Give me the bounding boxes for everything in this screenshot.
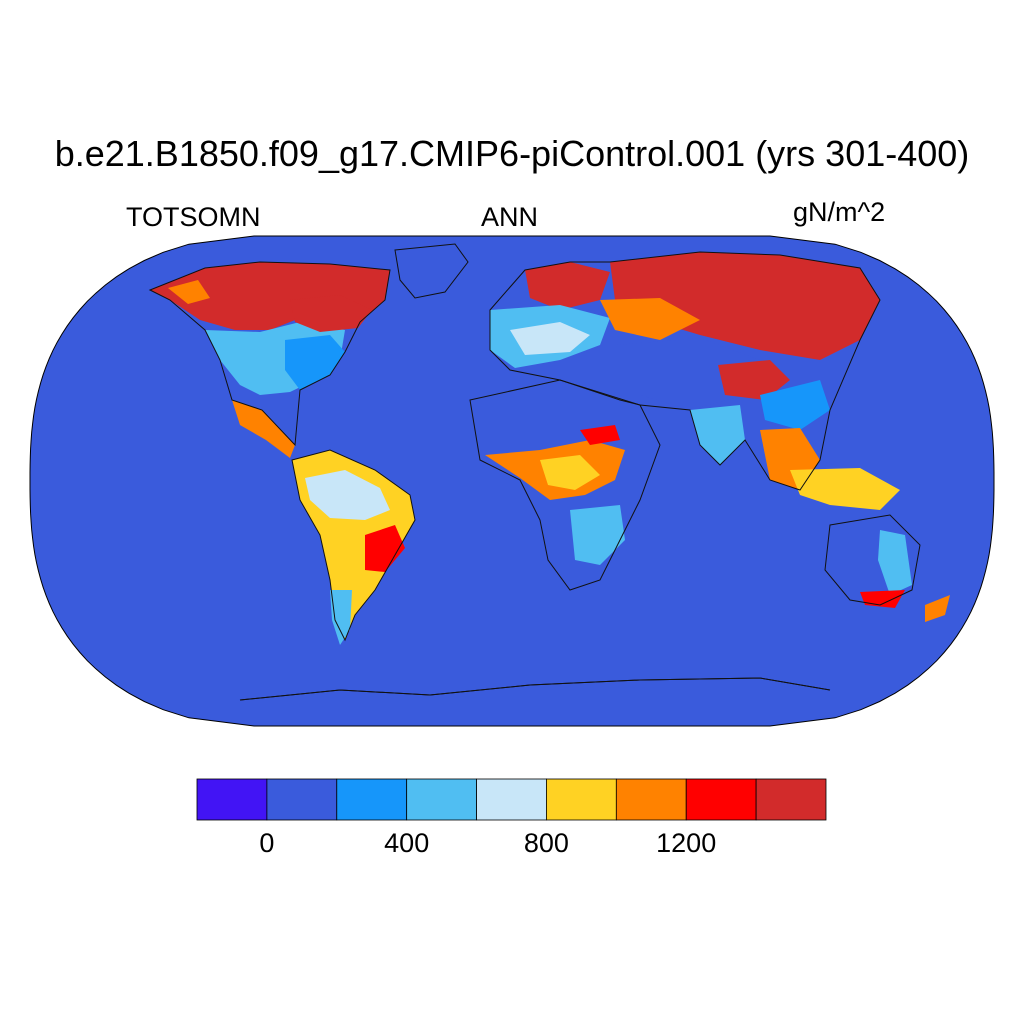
russia-orange	[600, 298, 700, 340]
tibet-red	[718, 360, 790, 400]
map-title: b.e21.B1850.f09_g17.CMIP6-piControl.001 …	[54, 133, 970, 174]
colorbar-swatch	[336, 778, 408, 821]
east-africa	[570, 505, 625, 565]
australia-east	[878, 530, 912, 595]
congo-core	[540, 455, 600, 490]
colorbar-tick-label: 1200	[656, 828, 717, 858]
canada-east-high	[290, 295, 372, 332]
colorbar-swatch	[755, 778, 827, 821]
map-border	[29, 235, 995, 727]
brazil-red	[365, 525, 405, 572]
colorbar-swatch	[196, 778, 268, 821]
siberia-high	[610, 252, 880, 360]
india	[690, 405, 745, 465]
amazon-core	[305, 470, 390, 520]
colorbar-swatch	[476, 778, 547, 821]
central-america	[232, 400, 295, 458]
colorbar-swatch	[546, 778, 617, 821]
colorbar-swatch	[266, 778, 338, 821]
alaska-orange	[168, 280, 210, 304]
colorbar-swatch	[406, 778, 477, 821]
colorbar-tick-label: 800	[523, 828, 569, 858]
indonesia	[790, 468, 900, 510]
colorbar-swatch	[615, 778, 687, 821]
scandinavia-high	[525, 262, 610, 310]
units-label: gN/m^2	[793, 197, 886, 227]
antarctica-coast	[239, 677, 831, 701]
colorbar	[196, 778, 827, 821]
patagonia	[330, 590, 352, 645]
china-mid	[760, 380, 830, 430]
central-asia	[615, 338, 760, 410]
colorbar-swatch	[685, 778, 757, 821]
variable-label: TOTSOMN	[126, 202, 261, 232]
colorbar-tick-label: 0	[259, 828, 275, 858]
north-america-east	[285, 335, 345, 390]
land-field	[150, 244, 950, 645]
sahel-red	[580, 425, 620, 445]
new-zealand	[925, 595, 950, 622]
colorbar-tick-label: 400	[384, 828, 430, 858]
europe-light	[510, 322, 590, 355]
season-label: ANN	[481, 202, 539, 232]
greenland	[395, 244, 468, 298]
